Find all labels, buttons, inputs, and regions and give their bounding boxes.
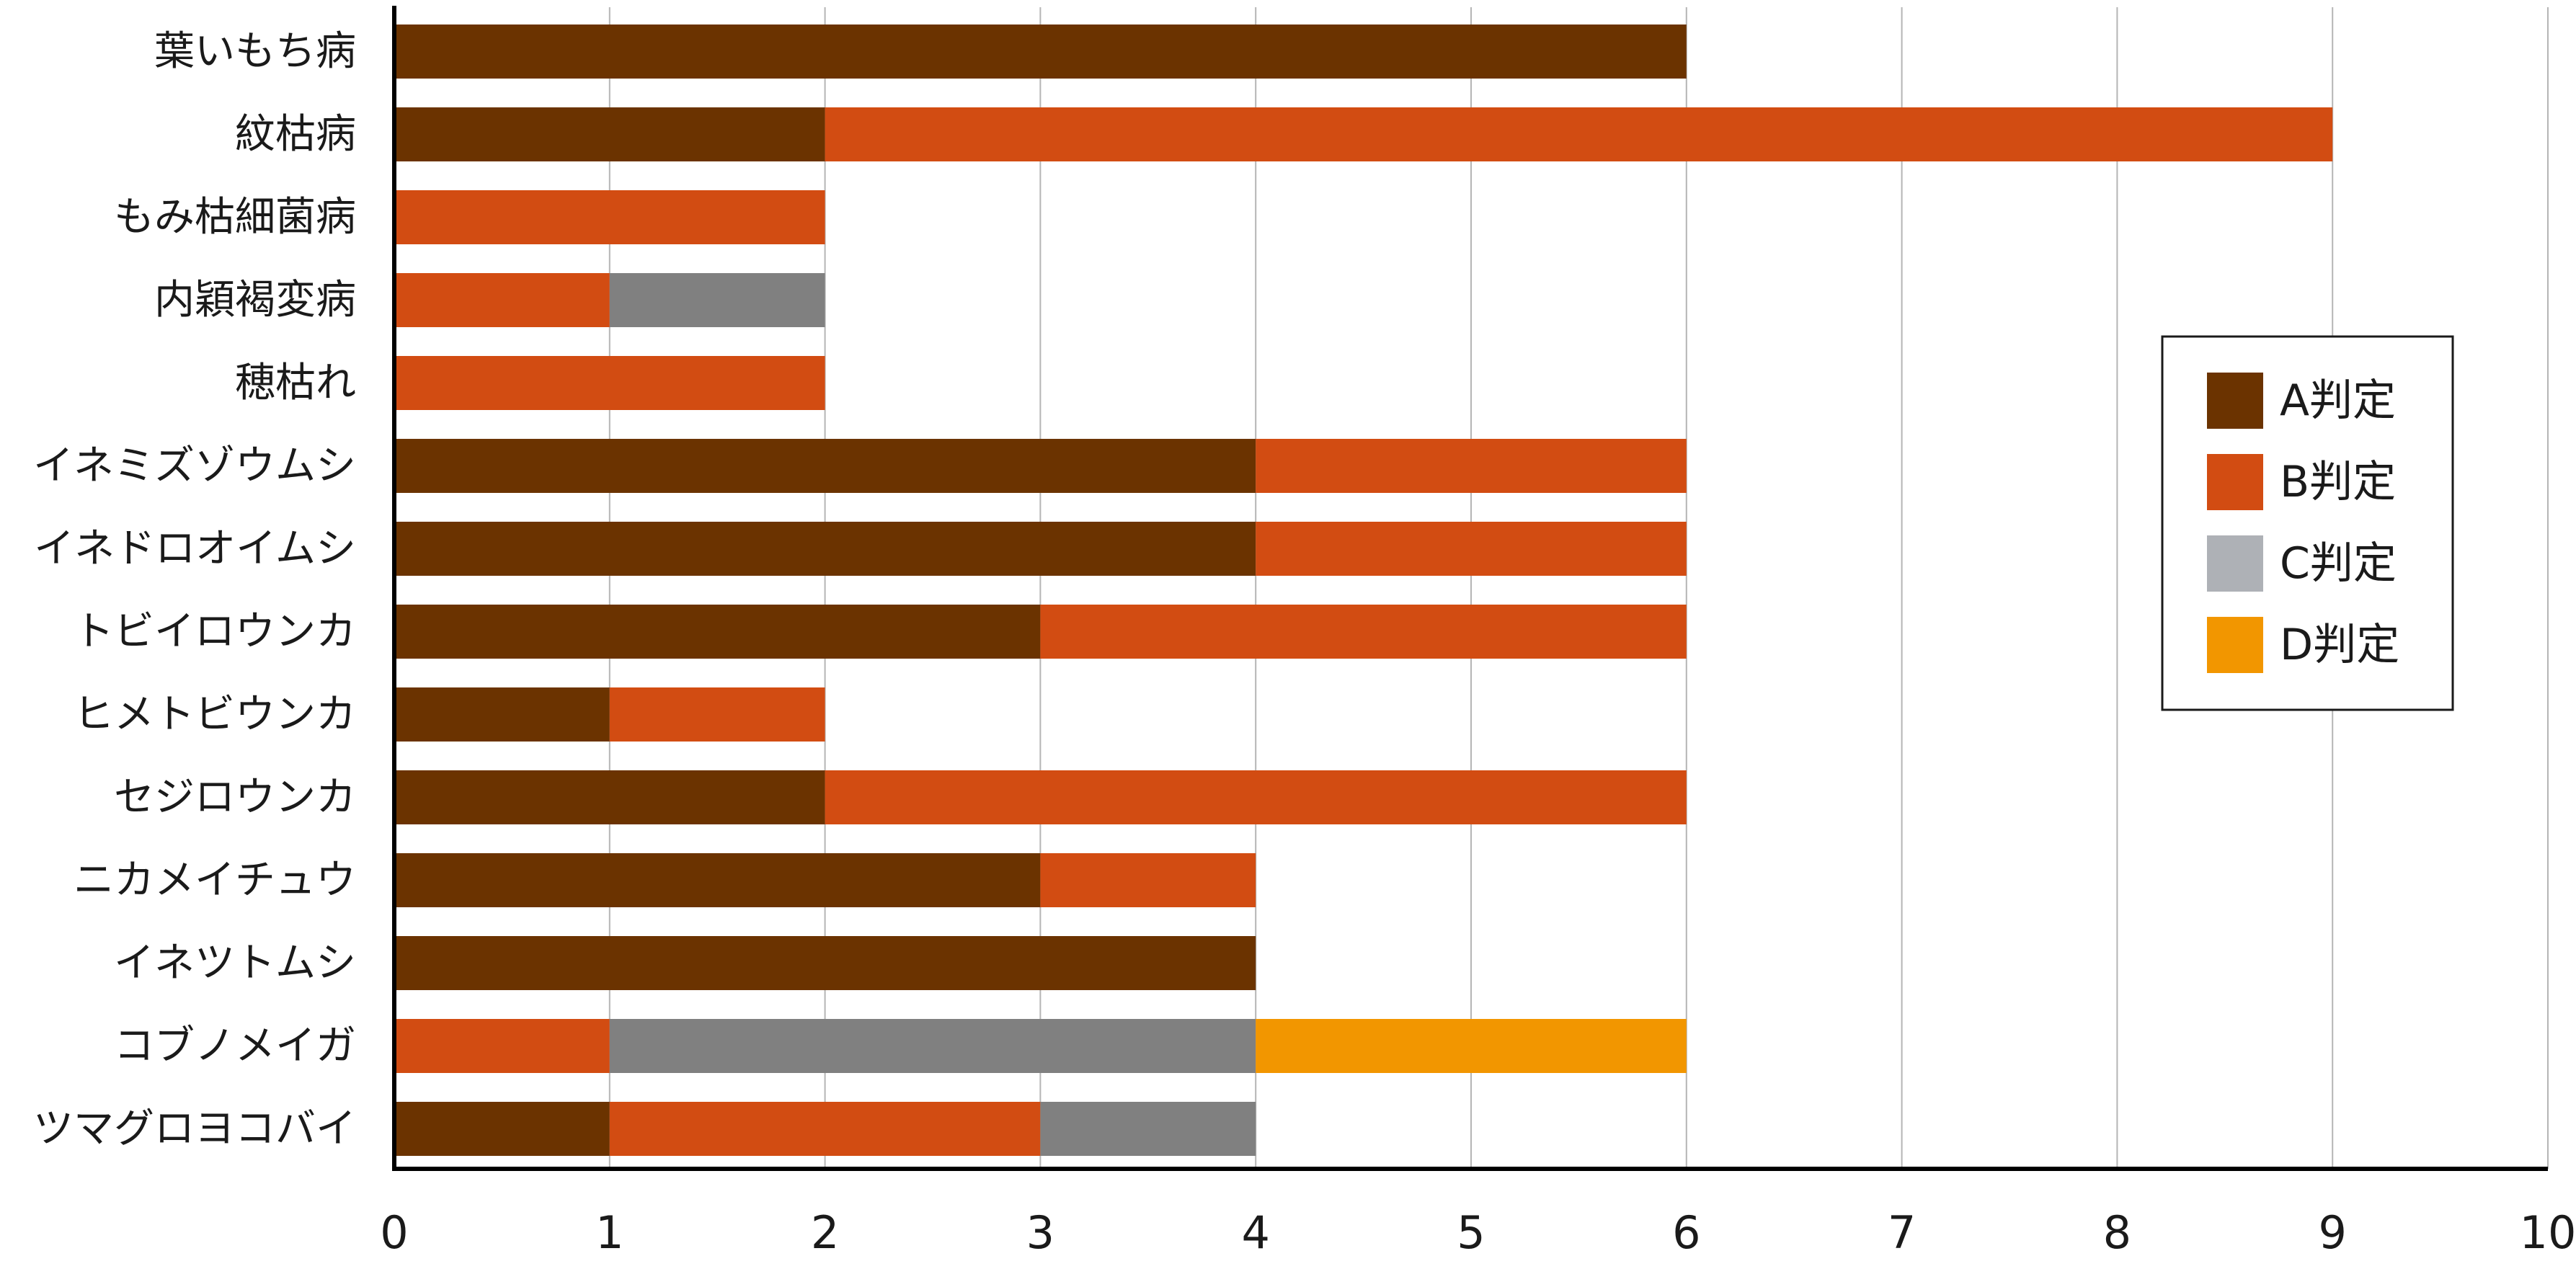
bar-segment bbox=[609, 273, 825, 327]
x-tick-label: 4 bbox=[1241, 1206, 1269, 1259]
bar-segment bbox=[394, 439, 1256, 493]
x-tick-label: 3 bbox=[1026, 1206, 1054, 1259]
category-label: ニカメイチュウ bbox=[74, 857, 356, 904]
bar-segment bbox=[394, 1019, 610, 1073]
legend-label: A判定 bbox=[2280, 375, 2396, 426]
category-label: イネツトムシ bbox=[114, 940, 356, 987]
x-tick-label: 7 bbox=[1888, 1206, 1916, 1259]
x-tick-label: 0 bbox=[380, 1206, 408, 1259]
category-label: ツマグロヨコバイ bbox=[33, 1105, 356, 1152]
bar-segment bbox=[394, 770, 825, 824]
bar-segment bbox=[394, 25, 1687, 79]
legend-swatch bbox=[2207, 454, 2263, 510]
legend: A判定 B判定 C判定 D判定 bbox=[2161, 335, 2454, 711]
x-tick-label: 10 bbox=[2520, 1206, 2576, 1259]
legend-swatch bbox=[2207, 617, 2263, 673]
bar-segment bbox=[394, 1102, 610, 1156]
x-tick-label: 5 bbox=[1457, 1206, 1485, 1259]
bar-segment bbox=[394, 273, 610, 327]
legend-label: C判定 bbox=[2280, 538, 2397, 589]
bar-segment bbox=[1040, 1102, 1256, 1156]
category-label: 穂枯れ bbox=[235, 360, 356, 406]
bar-segment bbox=[394, 190, 825, 244]
x-tick-label: 2 bbox=[811, 1206, 839, 1259]
legend-swatch bbox=[2207, 373, 2263, 429]
bar-segment bbox=[1256, 522, 1687, 576]
x-tick-label: 8 bbox=[2103, 1206, 2131, 1259]
bar-segment bbox=[1040, 853, 1256, 907]
bar-segment bbox=[825, 107, 2333, 161]
category-label: 紋枯病 bbox=[235, 111, 356, 158]
bar-segment bbox=[394, 936, 1256, 990]
category-label: コブノメイガ bbox=[114, 1023, 356, 1069]
legend-label: D判定 bbox=[2280, 620, 2399, 670]
bar-segment bbox=[609, 687, 825, 742]
bars bbox=[394, 25, 2333, 1156]
x-tick-label: 1 bbox=[595, 1206, 623, 1259]
bar-segment bbox=[394, 107, 825, 161]
bar-segment bbox=[394, 687, 610, 742]
category-label: 葉いもち病 bbox=[154, 28, 356, 75]
legend-swatch bbox=[2207, 535, 2263, 592]
x-tick-label: 6 bbox=[1672, 1206, 1700, 1259]
bar-segment bbox=[1256, 439, 1687, 493]
bar-segment bbox=[609, 1102, 1041, 1156]
bar-segment bbox=[609, 1019, 1256, 1073]
bar-segment bbox=[394, 356, 825, 410]
bar-segment bbox=[825, 770, 1687, 824]
category-label: ヒメトビウンカ bbox=[74, 691, 356, 738]
category-label: セジロウンカ bbox=[114, 774, 356, 821]
bar-segment bbox=[394, 522, 1256, 576]
category-label: もみ枯細菌病 bbox=[114, 194, 356, 241]
category-label: イネドロオイムシ bbox=[34, 525, 356, 572]
bar-segment bbox=[394, 605, 1041, 659]
legend-label: B判定 bbox=[2280, 457, 2396, 507]
bar-segment bbox=[1256, 1019, 1687, 1073]
axes bbox=[392, 6, 2548, 1171]
category-label: トビイロウンカ bbox=[74, 608, 356, 655]
bar-segment bbox=[394, 853, 1041, 907]
bar-segment bbox=[1040, 605, 1687, 659]
category-labels: 葉いもち病紋枯病もみ枯細菌病内穎褐変病穂枯れイネミズゾウムシイネドロオイムシトビ… bbox=[33, 28, 356, 1152]
category-label: 内穎褐変病 bbox=[154, 277, 356, 324]
category-label: イネミズゾウムシ bbox=[33, 442, 356, 489]
x-tick-label: 9 bbox=[2318, 1206, 2346, 1259]
x-tick-labels: 0 1 2 3 4 5 6 7 8 9 10 bbox=[380, 1206, 2576, 1259]
